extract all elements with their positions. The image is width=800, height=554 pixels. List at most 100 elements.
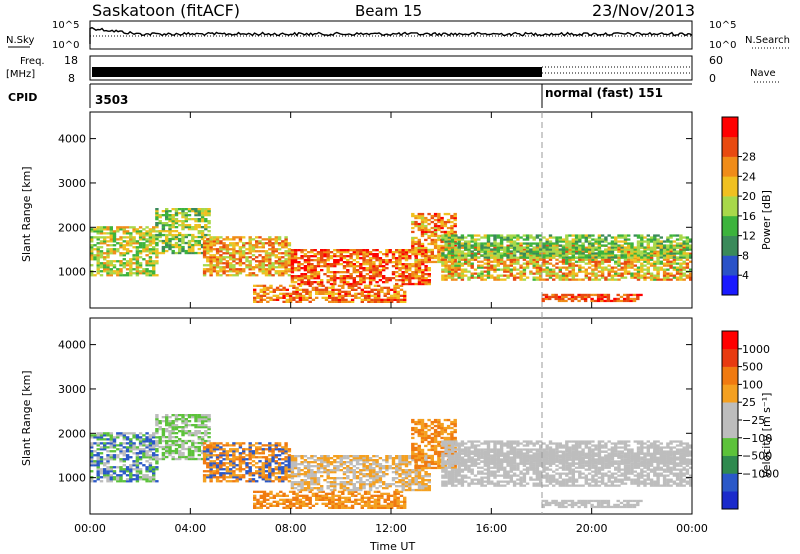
power-cell bbox=[548, 236, 553, 239]
power-cell bbox=[493, 234, 497, 237]
velocity-cell bbox=[363, 490, 368, 493]
velocity-cell bbox=[145, 470, 149, 473]
power-cell bbox=[437, 214, 441, 218]
power-cell bbox=[378, 251, 383, 254]
velocity-cell bbox=[106, 466, 110, 469]
power-cell bbox=[627, 248, 631, 251]
power-cell bbox=[450, 242, 455, 245]
power-cell bbox=[493, 260, 497, 263]
power-cell bbox=[148, 258, 153, 261]
power-cell bbox=[457, 236, 461, 239]
power-cell bbox=[388, 259, 392, 262]
power-cell bbox=[490, 250, 494, 253]
power-cell bbox=[427, 230, 431, 234]
power-cell bbox=[96, 250, 100, 253]
power-cell bbox=[646, 242, 650, 245]
power-cell bbox=[607, 264, 611, 267]
velocity-cell bbox=[116, 456, 120, 459]
power-cell bbox=[274, 242, 278, 245]
power-cell bbox=[659, 254, 663, 257]
power-cell bbox=[619, 295, 624, 299]
power-cell bbox=[480, 274, 484, 277]
velocity-cell bbox=[219, 456, 223, 459]
date-title: 23/Nov/2013 bbox=[592, 1, 695, 20]
power-cell bbox=[646, 258, 650, 261]
power-cell bbox=[542, 258, 546, 261]
power-cell bbox=[326, 271, 330, 274]
velocity-cell bbox=[386, 506, 391, 509]
power-cell bbox=[597, 252, 602, 255]
power-cell bbox=[480, 266, 484, 269]
power-cell bbox=[106, 264, 110, 267]
power-cell bbox=[181, 239, 185, 243]
velocity-cell bbox=[161, 428, 166, 431]
velocity-cell bbox=[96, 454, 100, 457]
power-cell bbox=[202, 254, 207, 257]
power-cell bbox=[334, 296, 338, 299]
power-cell bbox=[404, 259, 409, 262]
velocity-cell bbox=[360, 504, 364, 507]
power-cell bbox=[347, 300, 351, 303]
power-cell bbox=[480, 270, 484, 273]
power-cell bbox=[385, 263, 389, 266]
velocity-cell bbox=[129, 466, 133, 469]
power-cell bbox=[331, 292, 335, 295]
power-cell bbox=[509, 252, 513, 255]
power-cell bbox=[600, 268, 605, 271]
power-cell bbox=[606, 299, 611, 303]
power-cell bbox=[516, 272, 520, 275]
power-cell bbox=[570, 293, 575, 297]
power-cell bbox=[522, 242, 527, 245]
velocity-cell bbox=[324, 496, 329, 499]
power-cell bbox=[310, 277, 314, 280]
power-cell bbox=[99, 232, 104, 235]
power-cell bbox=[496, 278, 500, 281]
velocity-cell bbox=[148, 436, 153, 439]
power-cell bbox=[207, 245, 211, 249]
power-cell bbox=[473, 252, 478, 255]
power-cell bbox=[623, 268, 628, 271]
power-cell bbox=[339, 275, 343, 278]
power-cell bbox=[591, 274, 595, 277]
power-cell bbox=[532, 260, 536, 263]
power-cell bbox=[229, 252, 233, 255]
power-cell bbox=[375, 273, 379, 276]
velocity-cell bbox=[184, 420, 188, 423]
power-cell bbox=[496, 248, 500, 251]
velocity-cell bbox=[122, 454, 126, 457]
power-cell bbox=[264, 238, 269, 241]
power-cell bbox=[355, 255, 360, 258]
power-cell bbox=[525, 246, 530, 249]
power-cell bbox=[672, 252, 677, 255]
power-cell bbox=[161, 241, 166, 245]
power-cell bbox=[574, 252, 579, 255]
velocity-cell bbox=[238, 460, 243, 463]
velocity-cell bbox=[138, 468, 143, 471]
power-cell bbox=[287, 262, 292, 265]
velocity-cell bbox=[145, 436, 149, 439]
velocity-cell bbox=[360, 506, 364, 509]
velocity-cell bbox=[116, 448, 120, 451]
velocity-cell bbox=[266, 492, 270, 495]
power-cell bbox=[594, 266, 598, 269]
power-cell bbox=[219, 240, 223, 243]
power-cell bbox=[633, 268, 637, 271]
power-cell bbox=[399, 300, 404, 303]
velocity-cell bbox=[181, 439, 185, 443]
power-cell bbox=[578, 248, 582, 251]
velocity-cell bbox=[229, 454, 233, 457]
power-cell bbox=[411, 265, 415, 268]
power-cell bbox=[499, 238, 504, 241]
velocity-cell bbox=[302, 502, 306, 505]
power-cell bbox=[125, 248, 130, 251]
power-cell bbox=[443, 224, 448, 228]
velocity-cell bbox=[324, 494, 329, 497]
power-cell bbox=[470, 238, 474, 241]
power-cell bbox=[427, 212, 431, 216]
power-cell bbox=[222, 248, 226, 251]
power-cell bbox=[561, 244, 566, 247]
power-cell bbox=[503, 246, 507, 249]
power-cell bbox=[404, 249, 409, 252]
velocity-cell bbox=[135, 470, 140, 473]
power-cell bbox=[370, 298, 374, 301]
